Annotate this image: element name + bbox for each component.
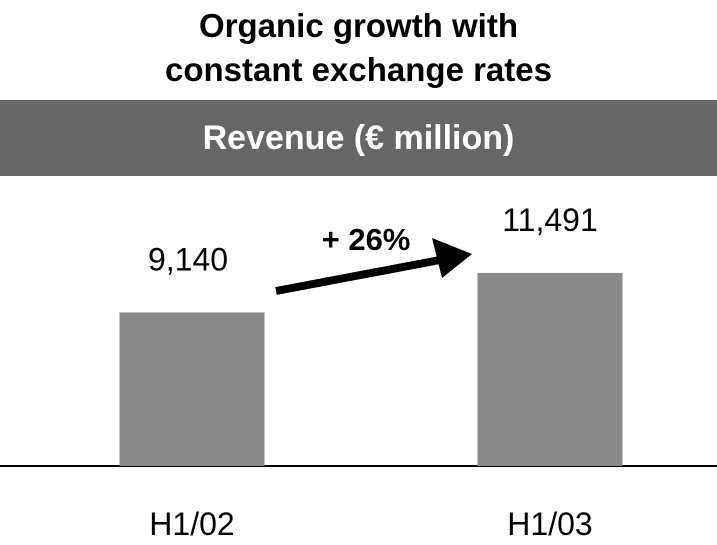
value-label: 9,140: [148, 241, 228, 277]
annotation: + 26%: [322, 222, 411, 257]
chart-title: Organic growth with constant exchange ra…: [165, 7, 552, 88]
subtitle-band: Revenue (€ million): [0, 100, 717, 176]
arrow-shaft: [275, 256, 441, 295]
arrow-head: [432, 238, 472, 278]
title-box: Organic growth with constant exchange ra…: [0, 4, 717, 92]
x-tick-label: H1/02: [149, 506, 234, 542]
bar: [477, 272, 623, 466]
x-tick-label: H1/03: [507, 506, 592, 542]
bar: [119, 312, 265, 466]
value-label: 11,491: [502, 202, 598, 238]
